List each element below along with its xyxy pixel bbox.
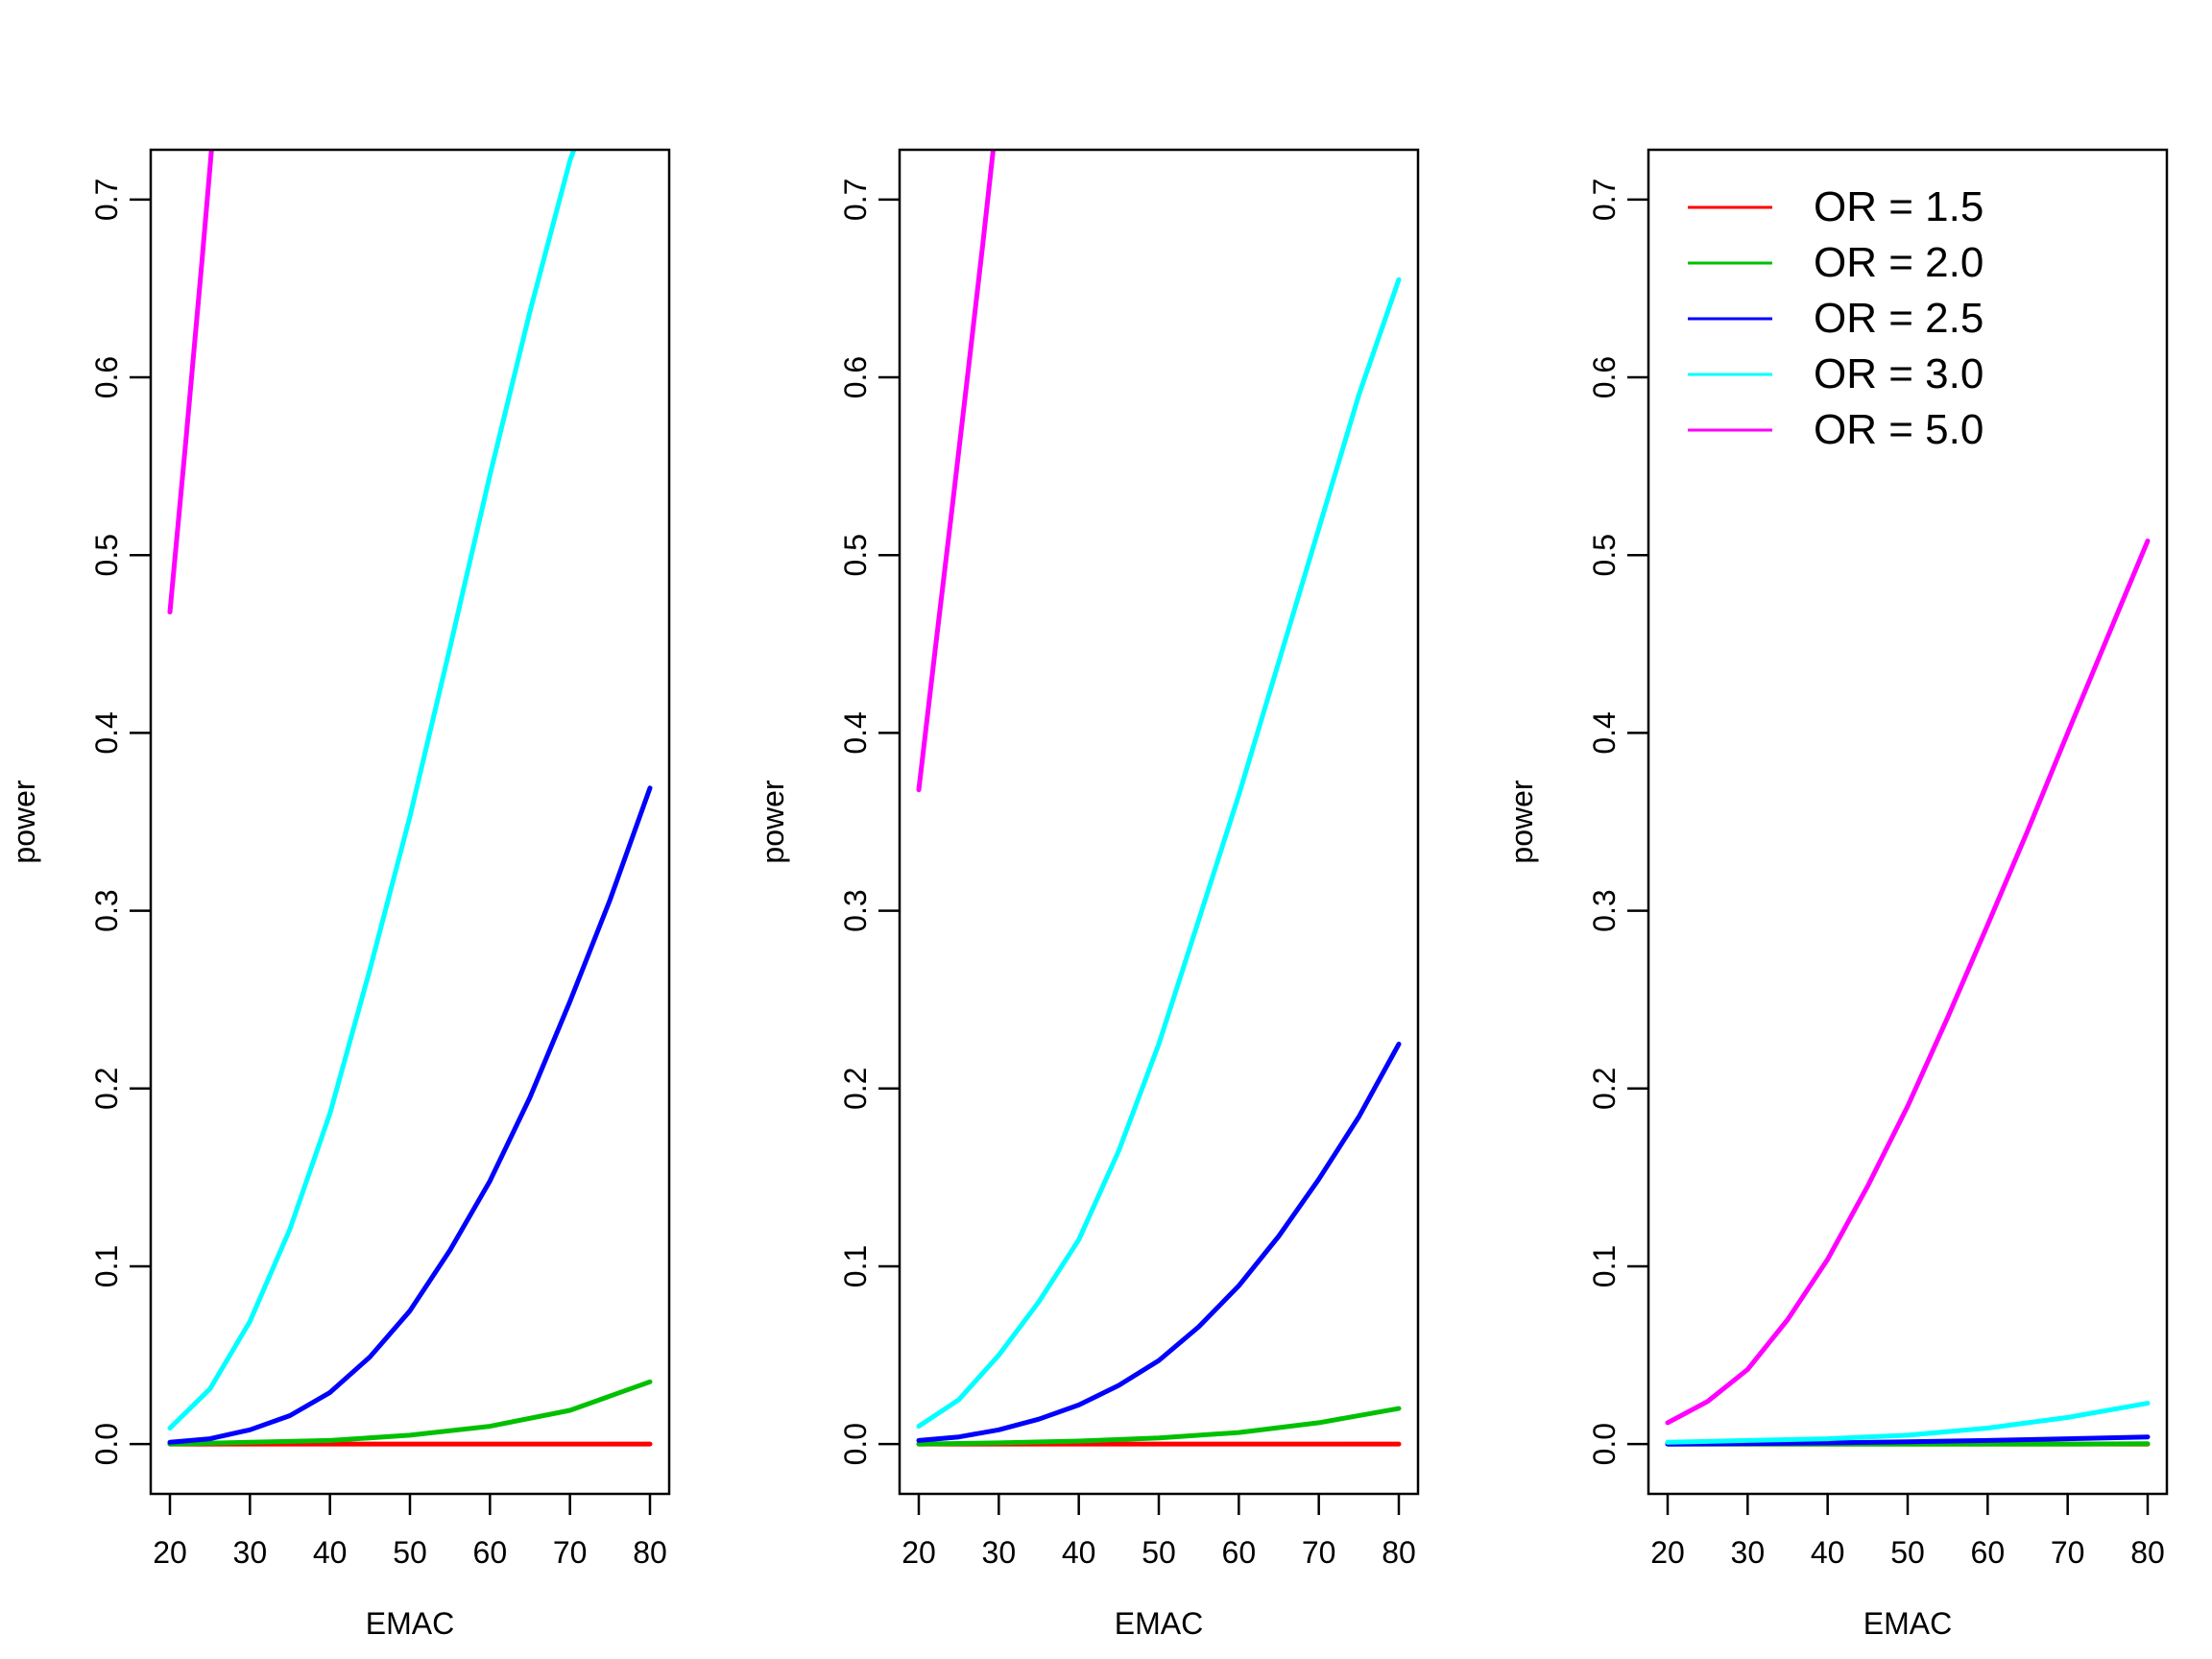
x-tick-label: 30 (982, 1535, 1017, 1570)
y-tick-label: 0.0 (89, 1423, 124, 1465)
legend-label-or-3-0: OR = 3.0 (1814, 350, 1984, 397)
y-tick-label: 0.7 (89, 179, 124, 221)
x-tick-label: 20 (1650, 1535, 1685, 1570)
x-tick-label: 80 (1382, 1535, 1416, 1570)
x-tick-label: 80 (2130, 1535, 2165, 1570)
y-axis-label: power (7, 780, 41, 864)
legend-label-or-2-5: OR = 2.5 (1814, 295, 1984, 342)
x-tick-label: 40 (313, 1535, 348, 1570)
y-tick-label: 0.5 (89, 534, 124, 576)
legend-label-or-2-0: OR = 2.0 (1814, 239, 1984, 286)
panel-1: EMAC power 20 30 40 50 60 70 80 0.0 0.1 0.2 0.3 0.4… (7, 148, 671, 1641)
legend-label-or-5-0: OR = 5.0 (1814, 406, 1984, 453)
series-line-or-2-0 (916, 1406, 1402, 1447)
y-tick-label: 0.3 (89, 889, 124, 931)
plot-area (916, 150, 1402, 1447)
x-tick-label: 20 (153, 1535, 187, 1570)
x-tick-label: 50 (1142, 1535, 1176, 1570)
x-axis-label: EMAC (366, 1606, 454, 1641)
y-tick-label: 0.7 (838, 179, 873, 221)
panel-2: EMAC power 20 30 40 50 60 70 80 0.0 0.1 0.2 0.3 0.4… (756, 148, 1420, 1641)
series-line-or-5-0 (1665, 538, 2151, 1426)
x-tick-label: 30 (1731, 1535, 1766, 1570)
y-tick-label: 0.4 (1587, 711, 1622, 754)
series-line-or-2-0 (167, 1379, 653, 1447)
x-axis-label: EMAC (1863, 1606, 1952, 1641)
series-line-or-3-0 (1665, 1401, 2151, 1445)
y-tick-label: 0.5 (1587, 534, 1622, 576)
y-tick-label: 0.4 (89, 711, 124, 754)
y-tick-label: 0.6 (89, 356, 124, 398)
y-tick-label: 0.1 (1587, 1245, 1622, 1287)
x-tick-label: 60 (1971, 1535, 2006, 1570)
y-axis-label: power (1504, 780, 1539, 864)
y-axis-label: power (756, 780, 790, 864)
series-line-or-2-5 (1665, 1434, 2151, 1447)
y-tick-label: 0.1 (89, 1245, 124, 1287)
y-tick-label: 0.3 (838, 889, 873, 931)
y-tick-label: 0.5 (838, 534, 873, 576)
x-tick-label: 60 (1222, 1535, 1257, 1570)
y-tick-label: 0.0 (838, 1423, 873, 1465)
x-tick-label: 80 (633, 1535, 667, 1570)
plot-area (167, 150, 653, 1447)
series-line-or-5-0 (167, 150, 214, 614)
x-tick-label: 70 (2051, 1535, 2085, 1570)
y-tick-label: 0.6 (838, 356, 873, 398)
x-tick-label: 50 (1890, 1535, 1925, 1570)
series-line-or-3-0 (916, 276, 1402, 1430)
series-line-or-2-5 (916, 1042, 1402, 1443)
legend: OR = 1.5 OR = 2.0 OR = 2.5 OR = 3.0 OR =… (1688, 183, 1984, 453)
plot-area (1665, 538, 2151, 1447)
x-tick-label: 70 (553, 1535, 588, 1570)
series-line-or-5-0 (916, 150, 996, 793)
y-tick-label: 0.2 (89, 1068, 124, 1110)
x-tick-label: 60 (473, 1535, 508, 1570)
x-tick-label: 70 (1302, 1535, 1336, 1570)
y-tick-label: 0.0 (1587, 1423, 1622, 1465)
y-tick-label: 0.4 (838, 711, 873, 754)
y-tick-label: 0.2 (838, 1068, 873, 1110)
x-axis-label: EMAC (1115, 1606, 1203, 1641)
y-tick-label: 0.7 (1587, 179, 1622, 221)
y-tick-label: 0.1 (838, 1245, 873, 1287)
x-tick-label: 20 (902, 1535, 936, 1570)
legend-label-or-1-5: OR = 1.5 (1814, 183, 1984, 230)
x-tick-label: 50 (393, 1535, 427, 1570)
x-tick-label: 40 (1062, 1535, 1096, 1570)
y-tick-label: 0.2 (1587, 1068, 1622, 1110)
y-tick-label: 0.6 (1587, 356, 1622, 398)
x-tick-label: 30 (233, 1535, 268, 1570)
series-line-or-3-0 (167, 150, 577, 1431)
y-tick-label: 0.3 (1587, 889, 1622, 931)
series-line-or-2-5 (167, 785, 653, 1445)
x-tick-label: 40 (1811, 1535, 1845, 1570)
panel-3: EMAC power 20 30 40 50 60 70 80 0.0 0.1 0.2 0.3 0.4… (1504, 148, 2169, 1641)
